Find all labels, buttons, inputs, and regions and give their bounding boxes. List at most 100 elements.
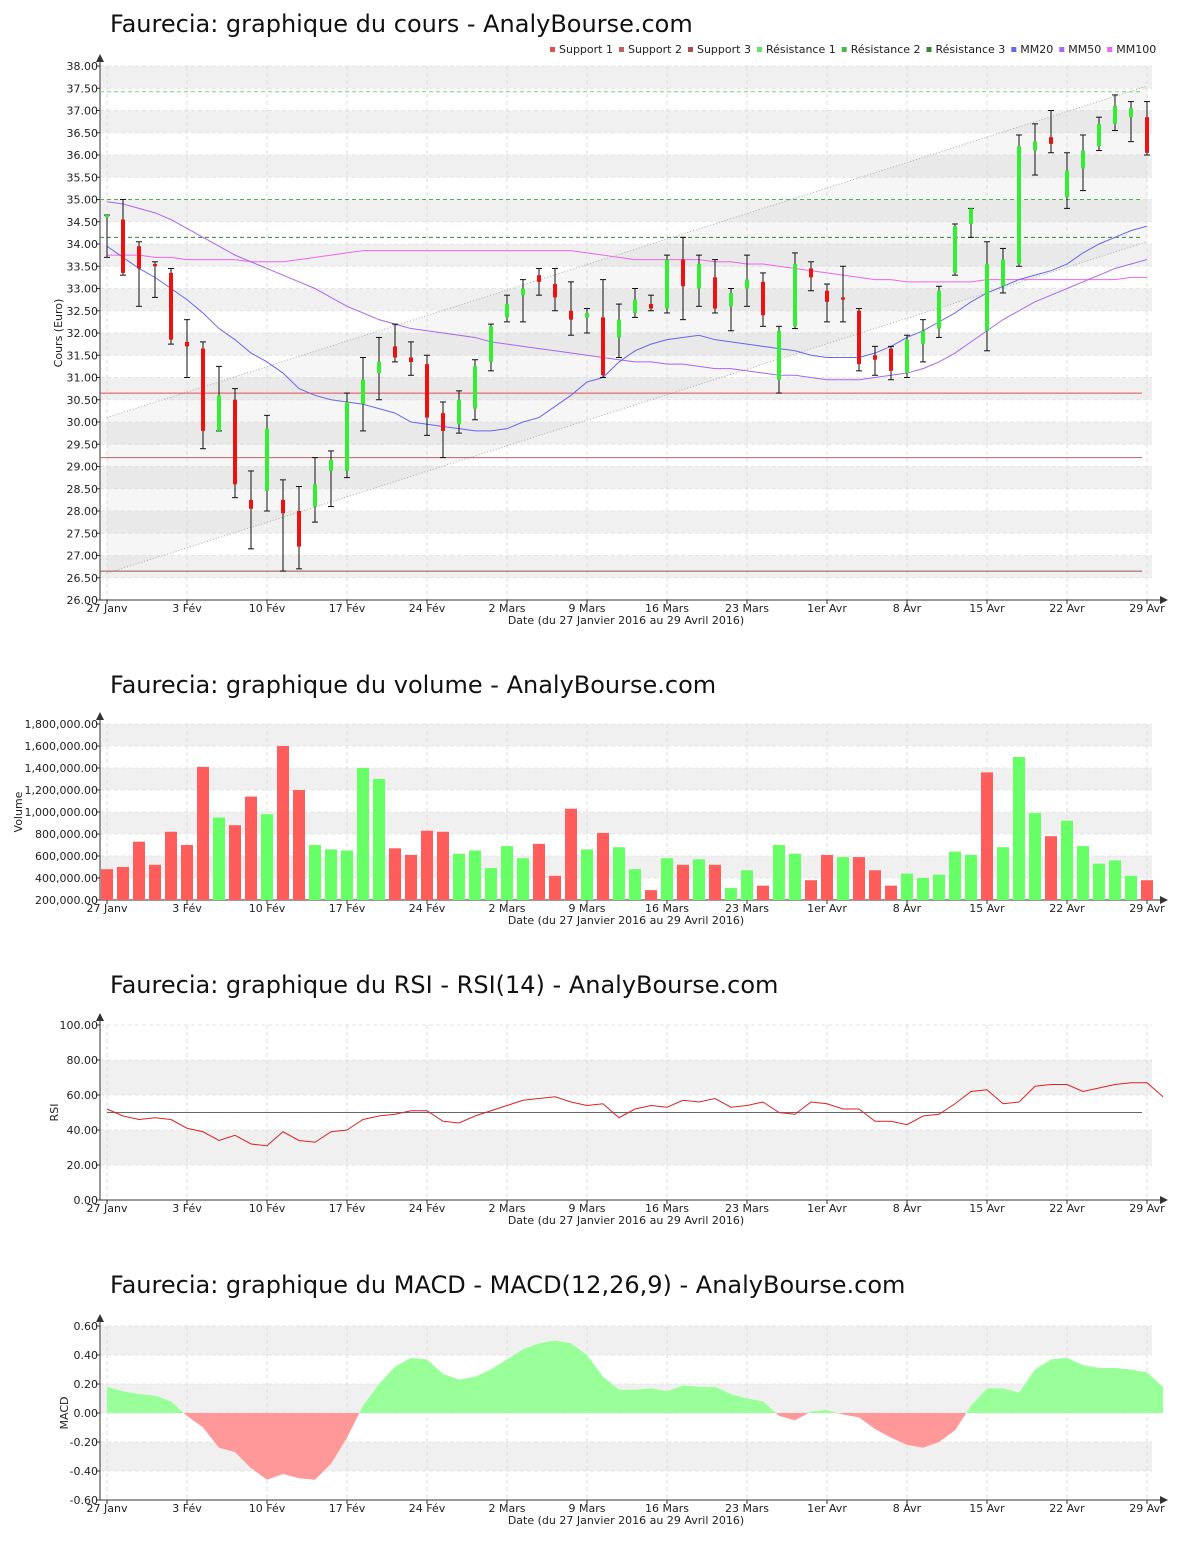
band (100, 746, 1152, 768)
candle (872, 345, 878, 376)
y-tick-label: -0.60 (70, 1494, 98, 1507)
y-tick-label: 200,000.00 (35, 894, 98, 907)
legend-label: Support 2 (628, 43, 682, 56)
legend-entry: Support 2 (618, 43, 682, 56)
band (100, 724, 1152, 746)
volume-bar (773, 845, 785, 900)
x-tick-label: 16 Mars (645, 902, 689, 915)
y-axis-arrow (96, 1013, 104, 1021)
volume-bar (1077, 846, 1089, 900)
candle (1112, 94, 1118, 132)
rsi-chart: 0.00 20.00 40.00 60.00 80.00 100.00 27 Janv 3 F… (48, 1013, 1168, 1227)
legend-swatch (687, 47, 693, 52)
volume-chart: 200,000.00 400,000.00 600,000.00 800,000.00… (12, 712, 1168, 927)
candle (1128, 101, 1134, 143)
volume-bar (117, 867, 129, 900)
band (100, 1471, 1152, 1500)
band (100, 1326, 1152, 1355)
legend-entry: MM20 (1011, 43, 1053, 56)
y-tick-label: 31.50 (67, 349, 99, 362)
x-tick-label: 22 Avr (1049, 902, 1085, 915)
band (100, 878, 1152, 900)
volume-bar (997, 847, 1009, 900)
x-tick-label: 10 Fév (249, 1502, 286, 1515)
candle-body (441, 413, 445, 431)
legend-swatch (926, 47, 932, 52)
volume-bar (485, 868, 497, 900)
x-tick-label: 29 Avr (1129, 1502, 1165, 1515)
candle (472, 359, 478, 421)
macd-positive-area (359, 1340, 776, 1413)
band (100, 790, 1152, 812)
candle (616, 303, 622, 358)
candle (504, 294, 510, 323)
volume-bar (101, 869, 113, 900)
x-tick-label: 24 Fév (409, 1502, 446, 1515)
candle (856, 308, 862, 372)
volume-bar (885, 885, 897, 900)
volume-bar (245, 796, 257, 900)
candle (776, 325, 782, 394)
legend-swatch (1059, 47, 1065, 52)
x-tick-label: 24 Fév (409, 1202, 446, 1215)
y-axis-title: Cours (Euro) (52, 299, 65, 368)
legend-label: Support 3 (697, 43, 751, 56)
legend-label: Support 1 (559, 43, 613, 56)
candle (1016, 134, 1022, 267)
x-tick-label: 16 Mars (645, 1202, 689, 1215)
y-tick-label: 26.00 (67, 594, 99, 607)
y-tick-label: 1,000,000.00 (25, 806, 98, 819)
candle (968, 207, 974, 238)
candle (648, 294, 654, 312)
candle (344, 392, 350, 479)
candle (456, 390, 462, 434)
y-tick-label: 0.00 (74, 1194, 99, 1207)
x-tick-label: 10 Fév (249, 902, 286, 915)
band (100, 834, 1152, 856)
y-axis-arrow (96, 54, 104, 62)
y-tick-label: 400,000.00 (35, 872, 98, 885)
band (100, 221, 1152, 244)
volume-bar (405, 854, 417, 900)
x-tick-label: 17 Fév (329, 1202, 366, 1215)
volume-bar (309, 845, 321, 900)
candle (808, 261, 814, 292)
x-tick-label: 17 Fév (329, 1502, 366, 1515)
candle (1144, 101, 1150, 156)
candle-body (889, 348, 893, 371)
legend-entry: Résistance 1 (756, 43, 836, 56)
volume-bar (837, 857, 849, 900)
candle (280, 479, 286, 572)
volume-bar (901, 873, 913, 900)
x-axis-title: Date (du 27 Janvier 2016 au 29 Avril 201… (508, 914, 744, 927)
volume-bar (213, 817, 225, 900)
macd-positive-area (808, 1410, 838, 1413)
candle-body (1145, 117, 1149, 153)
candle (952, 223, 958, 276)
x-tick-label: 1er Avr (807, 602, 847, 615)
volume-bar (709, 864, 721, 900)
candle-body (553, 284, 557, 298)
candle-body (409, 357, 413, 362)
legend-label: Résistance 3 (936, 43, 1006, 56)
candle-body (297, 511, 301, 547)
candle-body (729, 292, 733, 307)
candle (1096, 116, 1102, 152)
trend-channel-upper (106, 85, 1148, 419)
x-axis-title: Date (du 27 Janvier 2016 au 29 Avril 201… (508, 1214, 744, 1227)
candle-body (857, 310, 861, 365)
y-tick-label: 0.20 (74, 1378, 99, 1391)
band (100, 533, 1152, 556)
candle (440, 401, 446, 459)
candle-body (969, 208, 973, 224)
mm20-line (106, 225, 1148, 432)
candle (1064, 152, 1070, 209)
candle (1032, 123, 1038, 176)
volume-bar (741, 870, 753, 900)
candle-body (377, 361, 381, 374)
x-tick-label: 9 Mars (569, 1202, 606, 1215)
volume-bar (1045, 836, 1057, 900)
macd-chart-title: Faurecia: graphique du MACD - MACD(12,26… (110, 1271, 906, 1299)
y-tick-label: 30.00 (67, 416, 99, 429)
candle-body (281, 499, 285, 514)
